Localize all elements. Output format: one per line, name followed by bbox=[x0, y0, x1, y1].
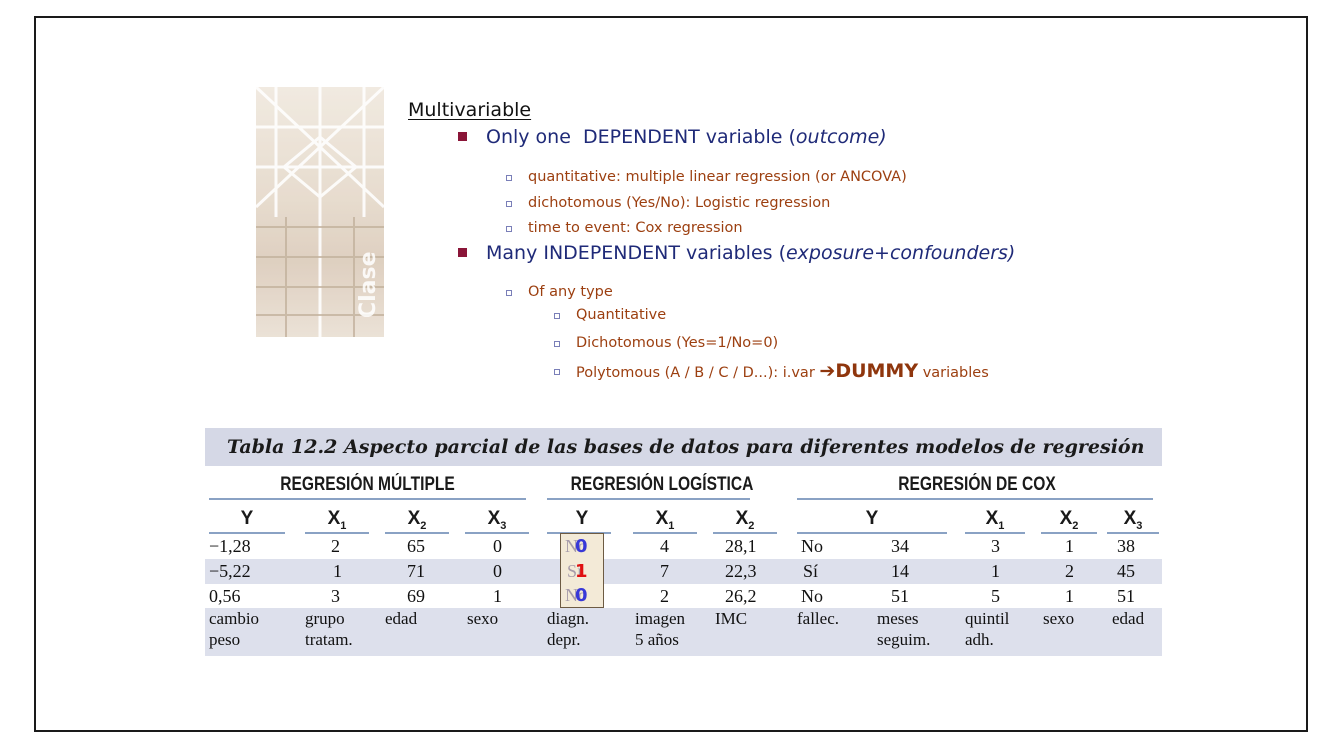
table-row: 0,56 3 69 1 2 26,2 No 51 5 1 51 bbox=[209, 586, 1135, 606]
col-header: Y bbox=[865, 508, 879, 529]
original-y-value: No bbox=[565, 585, 587, 605]
poly-suffix: variables bbox=[918, 365, 989, 381]
col-rule bbox=[797, 532, 947, 534]
hollow-bullet-icon bbox=[506, 290, 512, 296]
footer-label: edad bbox=[385, 609, 418, 628]
col-header: X2 bbox=[735, 508, 755, 532]
dependent-text: Only one DEPENDENT variable ( bbox=[486, 126, 796, 148]
footer-label: sexo bbox=[1043, 609, 1075, 628]
col-header: Y bbox=[575, 508, 589, 529]
hollow-bullet-icon bbox=[554, 341, 560, 347]
bullet-independent: Many INDEPENDENT variables (exposure+con… bbox=[458, 242, 1016, 264]
col-rule bbox=[965, 532, 1025, 534]
group-logistic: REGRESIÓN LOGÍSTICA bbox=[570, 474, 754, 495]
hollow-bullet-icon bbox=[554, 313, 560, 319]
group-rule bbox=[209, 498, 526, 500]
original-y-value: Sí bbox=[567, 561, 583, 581]
table-footer: cambio peso grupo tratam. edad sexo diagn.… bbox=[205, 608, 1162, 656]
arrow-icon: ➔ bbox=[819, 360, 836, 382]
col-rule bbox=[465, 532, 529, 534]
recoded-y-value: 0 bbox=[575, 585, 588, 606]
bullet-dependent: Only one DEPENDENT variable (outcome) bbox=[458, 126, 887, 148]
footer-label: sexo bbox=[467, 609, 499, 628]
footer-label: fallec. bbox=[797, 609, 839, 628]
col-header: Y bbox=[240, 508, 254, 529]
subitem-text: quantitative: multiple linear regression… bbox=[528, 169, 907, 185]
hollow-bullet-icon bbox=[506, 226, 512, 232]
hollow-bullet-icon bbox=[554, 369, 560, 375]
footer-label: quintil adh. bbox=[965, 609, 1010, 649]
group-rule bbox=[547, 498, 750, 500]
subitem-quantitative: quantitative: multiple linear regression… bbox=[506, 169, 907, 185]
recoded-y-value: 0 bbox=[575, 536, 588, 557]
col-header: X1 bbox=[655, 508, 675, 532]
dummy-keyword: DUMMY bbox=[835, 360, 919, 382]
col-rule bbox=[385, 532, 449, 534]
subsubitem-text: Quantitative bbox=[576, 307, 667, 323]
col-header: X1 bbox=[985, 508, 1005, 532]
footer-label: imagen 5 años bbox=[635, 609, 686, 649]
regression-table: Tabla 12.2 Aspecto parcial de las bases … bbox=[205, 428, 1162, 656]
section-heading: Multivariable bbox=[408, 99, 532, 121]
photo-watermark-label: Clase bbox=[356, 251, 381, 318]
footer-label: meses seguim. bbox=[877, 609, 931, 649]
footer-label: diagn. depr. bbox=[547, 609, 590, 649]
col-rule bbox=[305, 532, 369, 534]
square-bullet-icon bbox=[458, 248, 467, 257]
group-cox: REGRESIÓN DE COX bbox=[898, 474, 1056, 495]
col-header: X2 bbox=[407, 508, 427, 532]
col-rule bbox=[1041, 532, 1097, 534]
col-header: X1 bbox=[327, 508, 347, 532]
footer-label: cambio peso bbox=[209, 609, 260, 649]
col-header: X3 bbox=[1123, 508, 1143, 532]
hollow-bullet-icon bbox=[506, 201, 512, 207]
col-rule bbox=[209, 532, 285, 534]
recoded-y-highlight: No 0 Sí 1 No 0 bbox=[560, 533, 604, 608]
subitem-text: dichotomous (Yes/No): Logistic regressio… bbox=[528, 195, 831, 211]
building-photo bbox=[256, 87, 384, 337]
group-multiple: REGRESIÓN MÚLTIPLE bbox=[280, 474, 455, 495]
poly-prefix: Polytomous (A / B / C / D...): i.var bbox=[576, 365, 820, 381]
subitem-any-type: Of any type bbox=[506, 284, 613, 300]
col-header: X2 bbox=[1059, 508, 1079, 532]
group-rule bbox=[797, 498, 1153, 500]
subitem-dichotomous: dichotomous (Yes/No): Logistic regressio… bbox=[506, 195, 831, 211]
subsubitem-quantitative: Quantitative bbox=[554, 307, 667, 323]
col-rule bbox=[713, 532, 777, 534]
col-header: X3 bbox=[487, 508, 507, 532]
square-bullet-icon bbox=[458, 132, 467, 141]
footer-label: grupo tratam. bbox=[305, 609, 353, 649]
hollow-bullet-icon bbox=[506, 175, 512, 181]
dependent-italic: outcome) bbox=[795, 126, 887, 148]
independent-italic: exposure+confounders) bbox=[785, 242, 1016, 264]
subitem-text: time to event: Cox regression bbox=[528, 220, 743, 236]
table-title: Tabla 12.2 Aspecto parcial de las bases … bbox=[205, 428, 1162, 466]
table-row: −5,22 1 71 0 7 22,3 Sí 14 1 2 45 bbox=[205, 559, 1162, 584]
footer-label: edad bbox=[1112, 609, 1145, 628]
subsubitem-polytomous: Polytomous (A / B / C / D...): i.var ➔DU… bbox=[554, 360, 989, 382]
subitem-time-to-event: time to event: Cox regression bbox=[506, 220, 743, 236]
table-row: −1,28 2 65 0 4 28,1 No 34 3 1 38 bbox=[209, 536, 1135, 556]
col-rule bbox=[1107, 532, 1159, 534]
independent-text: Many INDEPENDENT variables ( bbox=[486, 242, 786, 264]
original-y-value: No bbox=[565, 536, 587, 556]
subsubitem-text: Dichotomous (Yes=1/No=0) bbox=[576, 335, 779, 351]
col-rule bbox=[633, 532, 697, 534]
recoded-y-value: 1 bbox=[575, 561, 588, 582]
subsubitem-dichotomous: Dichotomous (Yes=1/No=0) bbox=[554, 335, 779, 351]
subitem-text: Of any type bbox=[528, 284, 613, 300]
footer-label: IMC bbox=[715, 609, 748, 628]
